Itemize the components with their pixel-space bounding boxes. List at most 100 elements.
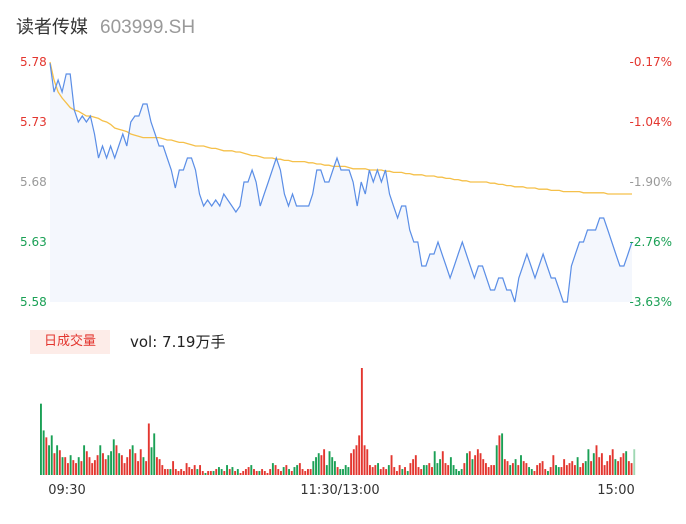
volume-bar: [506, 461, 509, 475]
volume-bar: [242, 471, 245, 475]
volume-bar: [431, 467, 433, 475]
volume-bar: [344, 465, 347, 475]
volume-bar: [64, 457, 67, 475]
volume-bar: [247, 467, 250, 475]
volume-bar: [253, 469, 255, 475]
volume-bar: [573, 465, 576, 475]
volume-bar: [350, 453, 353, 475]
volume-bar: [584, 461, 587, 475]
volume-bar: [563, 459, 566, 475]
volume-bar: [123, 463, 126, 475]
volume-bar: [137, 461, 139, 475]
volume-bar: [466, 453, 468, 475]
volume-bar: [568, 463, 571, 475]
volume-bar: [633, 449, 636, 475]
volume-bar: [96, 455, 99, 475]
volume-bar: [530, 469, 533, 475]
volume-bar: [309, 469, 312, 475]
volume-readout: vol: 7.19万手: [130, 333, 226, 351]
volume-bar: [366, 449, 369, 475]
volume-bar: [401, 469, 404, 475]
volume-bar: [490, 465, 493, 475]
volume-bar: [158, 459, 161, 475]
volume-bar: [398, 465, 401, 475]
volume-bar: [177, 471, 180, 475]
volume-bar: [498, 435, 501, 475]
volume-bar: [592, 453, 595, 475]
volume-bar: [484, 463, 487, 475]
volume-bar: [75, 463, 77, 475]
volume-bar: [277, 469, 280, 475]
volume-bar: [560, 467, 563, 475]
volume-bar: [306, 469, 309, 475]
volume-bar: [611, 449, 614, 475]
volume-bar: [85, 451, 88, 475]
volume-bar: [323, 449, 326, 475]
volume-bar: [420, 469, 423, 475]
volume-tab[interactable]: 日成交量: [30, 330, 110, 354]
volume-bar: [331, 457, 334, 475]
volume-bar: [377, 463, 379, 475]
volume-bar: [576, 457, 579, 475]
volume-bar: [598, 457, 601, 475]
volume-bar: [220, 469, 223, 475]
y-tick-label-right: -1.90%: [630, 175, 672, 189]
volume-bar: [255, 471, 258, 475]
volume-bar: [93, 460, 96, 475]
volume-bar: [228, 469, 231, 475]
volume-bar: [328, 451, 331, 475]
volume-bar: [387, 465, 390, 475]
volume-bar: [139, 449, 142, 475]
volume-bar: [336, 467, 339, 475]
volume-bar: [609, 455, 611, 475]
volume-bar: [107, 455, 110, 475]
volume-bar: [476, 449, 479, 475]
volume-bar: [600, 453, 603, 475]
volume-bar: [555, 465, 557, 475]
volume-bar: [622, 453, 625, 475]
volume-bar: [244, 469, 247, 475]
volume-bar: [422, 465, 425, 475]
volume-bar: [88, 457, 91, 475]
volume-bar: [525, 463, 528, 475]
volume-bar: [104, 459, 107, 475]
volume-bar: [209, 471, 212, 475]
volume-bar: [236, 469, 239, 475]
volume-bar: [231, 467, 234, 475]
volume-bar: [406, 471, 409, 475]
volume-bar: [258, 471, 261, 475]
volume-bar: [53, 453, 56, 475]
price-line: [49, 63, 633, 303]
volume-bar: [212, 471, 215, 475]
volume-bar: [493, 465, 495, 475]
y-tick-label-right: -2.76%: [630, 235, 672, 249]
volume-bar: [274, 465, 277, 475]
volume-bar: [358, 435, 361, 475]
volume-bar: [342, 469, 344, 475]
volume-bar: [129, 449, 131, 475]
volume-bar: [455, 469, 458, 475]
volume-bar: [503, 459, 506, 475]
volume-bar: [479, 453, 482, 475]
y-tick-label-right: -0.17%: [630, 55, 672, 69]
volume-bar: [565, 465, 568, 475]
volume-bar: [606, 461, 609, 475]
volume-bar: [142, 457, 145, 475]
volume-bar: [511, 463, 514, 475]
volume-bar: [61, 457, 64, 475]
volume-bar: [223, 471, 226, 475]
stock-name: 读者传媒: [16, 17, 88, 38]
volume-bar: [571, 461, 574, 475]
volume-bar: [371, 467, 374, 475]
volume-bar: [393, 467, 396, 475]
volume-bar: [627, 461, 630, 475]
volume-bar: [495, 445, 498, 475]
y-tick-label-left: 5.63: [20, 235, 47, 249]
volume-bar: [352, 449, 355, 475]
volume-bar: [147, 423, 150, 475]
volume-bar: [263, 471, 266, 475]
volume-bar: [468, 451, 471, 475]
volume-bar: [215, 469, 218, 475]
y-tick-label-left: 5.73: [20, 115, 47, 129]
volume-bar: [449, 457, 452, 475]
